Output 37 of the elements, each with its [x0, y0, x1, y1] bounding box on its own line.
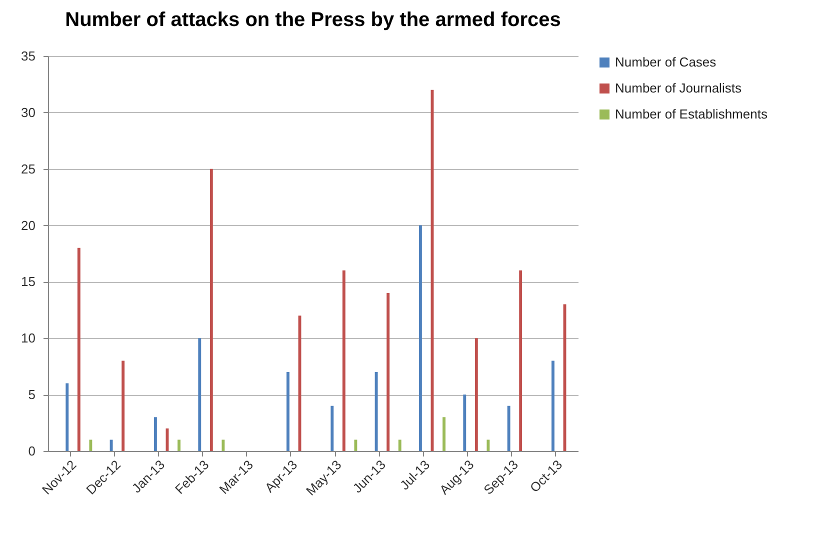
bar: [507, 406, 510, 451]
bar: [198, 338, 202, 451]
bar: [354, 440, 358, 451]
y-tick-label: 15: [21, 274, 36, 290]
bar: [374, 372, 378, 451]
y-tick-label: 10: [21, 330, 36, 346]
bar: [222, 440, 225, 451]
legend-label: Number of Cases: [615, 54, 717, 70]
y-tick-label: 35: [21, 48, 36, 64]
bar: [474, 338, 478, 451]
bar: [110, 440, 113, 451]
bar: [122, 360, 125, 451]
bar: [210, 168, 213, 451]
bar: [66, 383, 69, 451]
bar: [330, 406, 334, 451]
bar: [442, 417, 446, 451]
bar: [154, 417, 157, 451]
bar: [286, 372, 290, 451]
bar: [77, 248, 80, 451]
bar: [386, 293, 390, 451]
y-tick-label: 0: [28, 444, 36, 458]
bar: [419, 225, 422, 451]
bar: [552, 360, 554, 451]
y-tick-label: 5: [28, 387, 36, 402]
bar: [89, 440, 92, 451]
legend-label: Number of Establishments: [615, 106, 768, 122]
y-tick-label: 20: [21, 218, 36, 233]
bar: [486, 440, 490, 451]
bar: [178, 440, 180, 451]
bar: [398, 440, 402, 451]
y-tick-label: 30: [21, 104, 36, 120]
chart-title: Number of attacks on the Press by the armed forces: [65, 9, 561, 31]
bar: [519, 270, 522, 451]
bar: [463, 394, 466, 451]
bar: [342, 270, 346, 451]
y-tick-label: 25: [21, 161, 36, 176]
legend-label: Number of Journalists: [615, 80, 742, 96]
